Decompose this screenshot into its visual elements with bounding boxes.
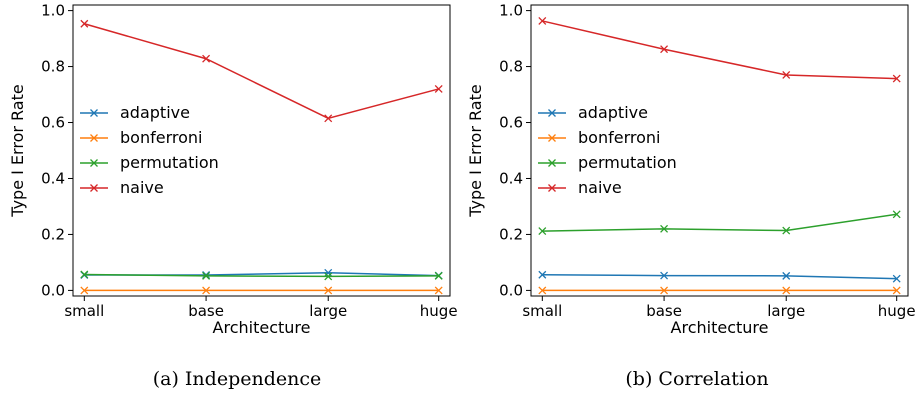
data-point-permutation (892, 210, 901, 219)
data-point-bonferroni (202, 286, 211, 295)
data-point-permutation (538, 227, 547, 236)
data-point-naive (202, 54, 211, 63)
plot-frame (530, 4, 909, 297)
y-axis-label: Type I Error Rate (8, 84, 27, 217)
x-tick-label: small (64, 302, 104, 320)
data-point-bonferroni (434, 286, 443, 295)
y-tick-label: 0.0 (499, 281, 523, 299)
x-tick-label: large (767, 302, 805, 320)
data-point-bonferroni (538, 286, 547, 295)
data-point-naive (892, 74, 901, 83)
figure-caption: (a) Independence (153, 368, 322, 390)
y-tick-label: 0.4 (41, 169, 65, 187)
x-tick-label: small (522, 302, 562, 320)
series-line-naive (542, 20, 897, 80)
figure-caption: (b) Correlation (625, 368, 768, 390)
y-tick-label: 0.6 (41, 114, 65, 132)
data-point-permutation (660, 224, 669, 233)
data-point-naive (660, 45, 669, 54)
y-tick-label: 1.0 (499, 2, 523, 20)
data-point-permutation (782, 226, 791, 235)
y-tick-label: 0.0 (41, 281, 65, 299)
plot-frame (72, 4, 451, 297)
x-axis-label: Architecture (671, 318, 769, 337)
legend-marker (548, 159, 556, 167)
legend-label-naive: naive (120, 178, 164, 197)
data-point-permutation (202, 271, 211, 280)
legend-label-bonferroni: bonferroni (120, 128, 202, 147)
x-tick-label: huge (878, 302, 916, 320)
data-point-bonferroni (80, 286, 89, 295)
legend-marker (548, 109, 556, 117)
data-point-naive (434, 84, 443, 93)
data-point-permutation (434, 271, 443, 280)
legend-label-naive: naive (578, 178, 622, 197)
legend-label-adaptive: adaptive (120, 103, 190, 122)
legend-marker (90, 159, 98, 167)
series-line-adaptive (542, 273, 897, 280)
x-tick-label: base (646, 302, 682, 320)
y-axis-label: Type I Error Rate (466, 84, 485, 217)
series-line-permutation (542, 213, 897, 232)
legend-marker (548, 184, 556, 192)
y-tick-label: 0.2 (499, 225, 523, 243)
legend-label-permutation: permutation (578, 153, 677, 172)
y-tick-label: 0.4 (499, 169, 523, 187)
x-tick-label: huge (420, 302, 458, 320)
legend-marker (90, 184, 98, 192)
y-tick-label: 0.6 (499, 114, 523, 132)
data-point-bonferroni (892, 286, 901, 295)
data-point-permutation (80, 270, 89, 279)
chart-panel-0: 0.0 0.2 0.4 0.6 0.8 1.0 small base large huge Arch… (8, 2, 458, 390)
y-tick-label: 0.8 (499, 58, 523, 76)
series-line-permutation (84, 273, 439, 278)
y-tick-label: 0.8 (41, 58, 65, 76)
data-point-permutation (324, 272, 333, 281)
chart-panel-1: 0.0 0.2 0.4 0.6 0.8 1.0 small base large huge Arch… (466, 2, 916, 390)
series-line-naive (84, 23, 439, 120)
legend-label-permutation: permutation (120, 153, 219, 172)
legend-label-bonferroni: bonferroni (578, 128, 660, 147)
legend-label-adaptive: adaptive (578, 103, 648, 122)
data-point-naive (538, 16, 547, 25)
x-tick-label: base (188, 302, 224, 320)
data-point-adaptive (660, 271, 669, 280)
legend-marker (90, 134, 98, 142)
legend-marker (548, 134, 556, 142)
y-tick-label: 1.0 (41, 2, 65, 20)
x-tick-label: large (309, 302, 347, 320)
y-tick-label: 0.2 (41, 225, 65, 243)
x-axis-label: Architecture (213, 318, 311, 337)
data-point-naive (782, 70, 791, 79)
data-point-bonferroni (660, 286, 669, 295)
data-point-adaptive (324, 268, 333, 277)
data-point-naive (324, 114, 333, 123)
data-point-bonferroni (324, 286, 333, 295)
data-point-adaptive (538, 270, 547, 279)
data-point-adaptive (892, 274, 901, 283)
data-point-bonferroni (782, 286, 791, 295)
data-point-naive (80, 19, 89, 28)
legend-marker (90, 109, 98, 117)
data-point-adaptive (782, 271, 791, 280)
